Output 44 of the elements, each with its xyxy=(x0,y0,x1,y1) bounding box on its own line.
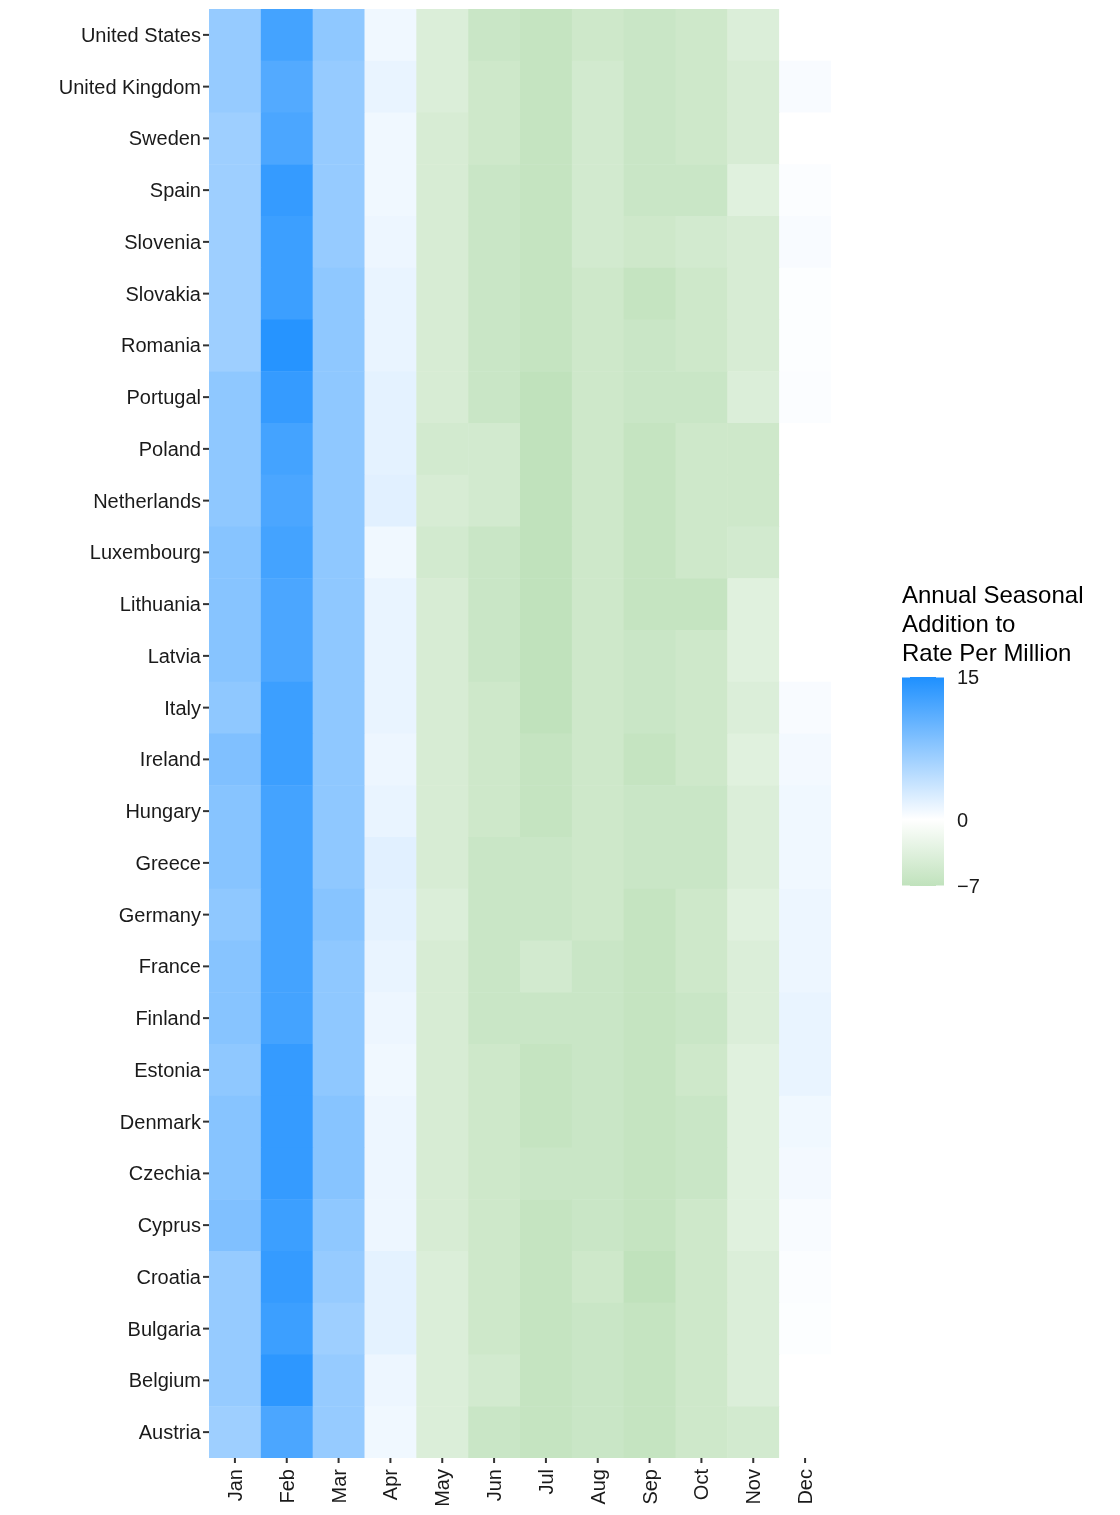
y-tick-label: Austria xyxy=(138,1421,202,1444)
y-tick-label: Germany xyxy=(118,903,201,926)
y-tick-label: Slovenia xyxy=(124,230,202,253)
y-tick-label: Ireland xyxy=(139,748,201,771)
y-tick-label: United States xyxy=(80,23,201,46)
x-tick-label: Nov xyxy=(742,1469,765,1505)
color-bar-label: −7 xyxy=(957,875,980,897)
y-tick-label: Slovakia xyxy=(125,282,202,305)
x-tick-label: Sep xyxy=(638,1469,661,1505)
y-tick-label: Hungary xyxy=(125,800,201,823)
y-tick-label: Belgium xyxy=(128,1369,201,1392)
y-tick-label: Romania xyxy=(120,334,202,357)
color-bar-label: 0 xyxy=(957,808,969,831)
y-tick-label: Italy xyxy=(164,696,201,719)
x-tick-label: Mar xyxy=(327,1468,350,1504)
y-tick-label: Latvia xyxy=(147,644,202,667)
y-tick-label: Spain xyxy=(149,179,201,202)
y-tick-label: Estonia xyxy=(134,1058,202,1081)
y-tick-label: United Kingdom xyxy=(58,75,201,98)
y-tick-label: Bulgaria xyxy=(127,1317,202,1340)
y-tick-label: France xyxy=(138,955,201,978)
y-tick-label: Greece xyxy=(135,851,201,874)
y-tick-label: Denmark xyxy=(119,1110,202,1133)
y-tick-label: Poland xyxy=(138,437,201,460)
y-tick-label: Croatia xyxy=(136,1265,202,1288)
legend-title: Annual Seasonal Addition to Rate Per Million xyxy=(902,580,1084,667)
x-tick-label: Jan xyxy=(223,1469,246,1502)
y-tick-label: Lithuania xyxy=(119,593,202,616)
y-tick-label: Luxembourg xyxy=(89,541,201,564)
y-tick-label: Finland xyxy=(135,1007,201,1030)
x-tick-label: Jul xyxy=(534,1469,557,1495)
color-bar-label: 15 xyxy=(957,666,980,688)
y-tick-label: Portugal xyxy=(126,386,201,409)
y-tick-label: Czechia xyxy=(128,1162,202,1185)
y-tick-label: Netherlands xyxy=(93,489,201,512)
x-tick-label: Feb xyxy=(275,1469,298,1504)
x-tick-label: Apr xyxy=(379,1468,402,1501)
y-tick-label: Cyprus xyxy=(137,1214,201,1237)
x-tick-label: Dec xyxy=(794,1469,817,1505)
x-tick-label: Jun xyxy=(483,1469,506,1502)
x-tick-label: Aug xyxy=(586,1469,609,1505)
x-tick-label: Oct xyxy=(690,1468,713,1501)
y-tick-label: Sweden xyxy=(128,127,201,150)
x-tick-label: May xyxy=(431,1469,454,1507)
